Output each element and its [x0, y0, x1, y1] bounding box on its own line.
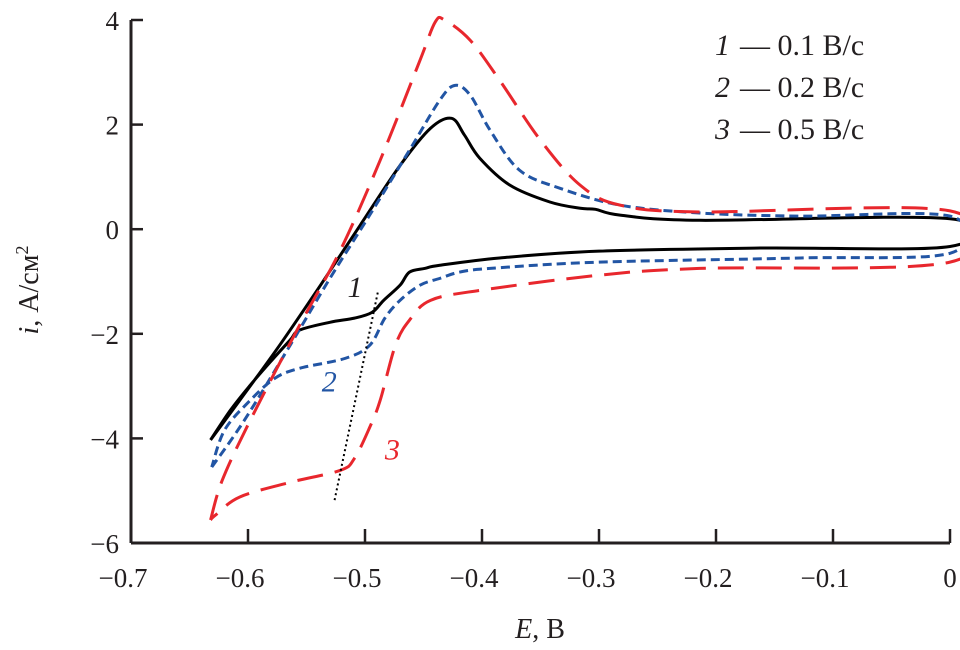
curve-label-2: 2 — [322, 365, 337, 398]
legend-number-2: 2 — [715, 71, 730, 104]
legend-number-3: 3 — [714, 113, 730, 146]
legend-label-3: — 0.5 В/с — [739, 113, 864, 146]
tick-labels: −0.7 −0.6 −0.5 −0.4 −0.3 −0.2 −0.1 0 4 2 0 −2 −4 −6 — [90, 6, 956, 593]
curve-label-1: 1 — [347, 271, 362, 304]
series-line-2 — [210, 83, 960, 469]
peak-guide-line — [333, 291, 379, 501]
x-tick-label: −0.1 — [801, 563, 850, 593]
x-tick-label: −0.2 — [684, 563, 733, 593]
curve-label-3: 3 — [384, 433, 400, 466]
legend-label-2: — 0.2 В/с — [739, 71, 864, 104]
y-tick-label: 2 — [106, 111, 120, 141]
x-tick-label: −0.6 — [216, 563, 265, 593]
y-tick-label: −6 — [90, 529, 119, 559]
x-tick-label: −0.5 — [333, 563, 382, 593]
y-tick-label: −2 — [90, 320, 119, 350]
legend-number-1: 1 — [715, 29, 730, 62]
series-line-3 — [209, 15, 960, 522]
x-tick-label: −0.7 — [99, 563, 148, 593]
y-tick-label: 0 — [106, 215, 120, 245]
curve-labels: 1 2 3 — [322, 271, 400, 466]
x-tick-label: −0.4 — [450, 563, 499, 593]
series-line-1 — [209, 116, 960, 441]
x-axis-label: E, В — [514, 614, 565, 645]
x-tick-label: 0 — [943, 563, 957, 593]
x-tick-label: −0.3 — [567, 563, 616, 593]
legend: 1 — 0.1 В/с 2 — 0.2 В/с 3 — 0.5 В/с — [714, 29, 864, 146]
series-lines — [209, 15, 960, 522]
y-axis-label: i, А/см2 — [12, 246, 45, 335]
legend-label-1: — 0.1 В/с — [739, 29, 864, 62]
axes — [129, 18, 952, 545]
y-tick-label: −4 — [90, 424, 119, 454]
y-tick-label: 4 — [106, 6, 120, 36]
